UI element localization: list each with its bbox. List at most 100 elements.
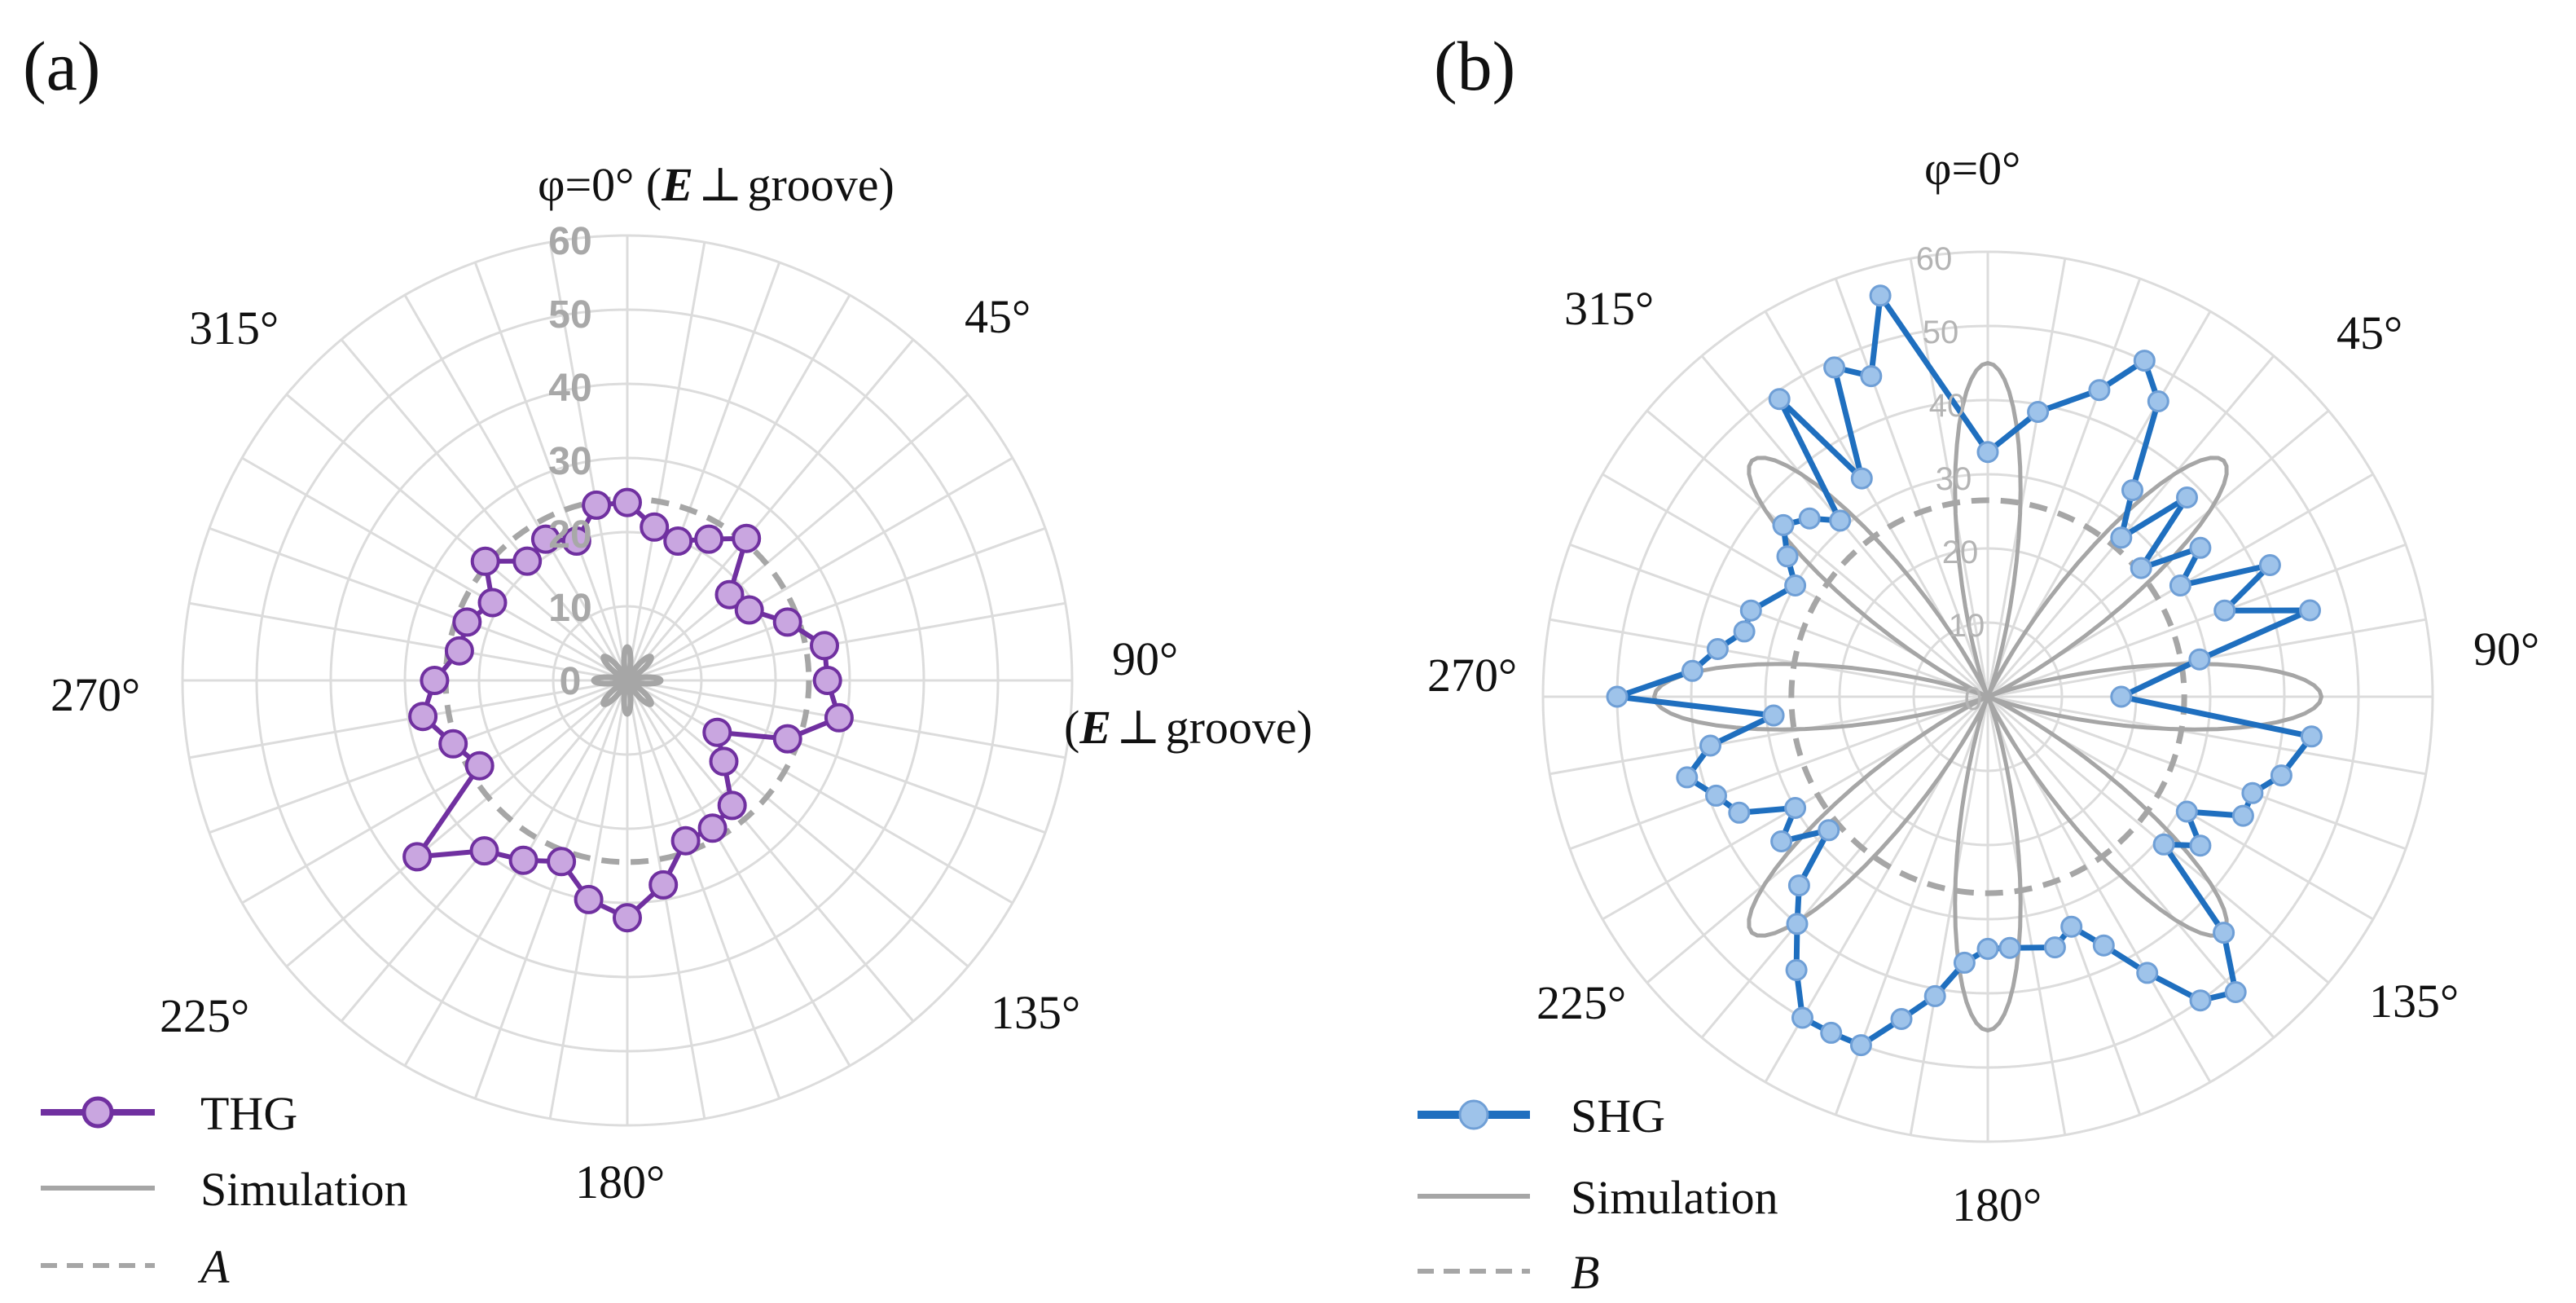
panel-b-rtick-20: 20: [1942, 535, 1979, 570]
panel-b-shg-point-3: [2133, 350, 2156, 372]
panel-a-rtick-0: 0: [560, 660, 582, 703]
panel-a-grid-spoke-210: [403, 680, 629, 1067]
panel-b-shg-point-46: [1676, 766, 1699, 789]
panel-a-rtick-20: 20: [548, 513, 591, 557]
panel-a-label: (a): [23, 27, 100, 105]
panel-b-shg-point-55: [1776, 545, 1799, 568]
panel-a-grid-spoke-110: [626, 679, 1046, 834]
panel-a-rtick-40: 40: [548, 367, 591, 410]
panel-a-grid-spoke-160: [626, 680, 781, 1099]
panel-a-thg-point-31: [470, 546, 500, 576]
panel-b-shg-point-29: [2043, 936, 2066, 959]
panel-b-shg-point-35: [1849, 1034, 1872, 1057]
panel-b-label: (b): [1434, 27, 1515, 105]
panel-a-grid-spoke-150: [626, 680, 851, 1067]
panel-b-rtick-60: 60: [1916, 241, 1953, 277]
panel-b-shg-point-6: [2110, 526, 2133, 549]
panel-a-grid-spoke-320: [340, 338, 629, 681]
panel-a-thg-point-17: [648, 869, 679, 900]
panel-a-thg-point-15: [697, 813, 728, 843]
panel-b-rtick-0: 0: [1964, 681, 1982, 717]
panel-b-shg-point-43: [1784, 797, 1807, 819]
panel-a-legend-thg-label: THG: [200, 1087, 297, 1140]
panel-a-grid-spoke-20: [626, 262, 781, 681]
panel-b-grid-spoke-50: [1987, 409, 2330, 698]
panel-a-thg-point-8: [810, 631, 839, 661]
panel-b-grid-spoke-160: [1986, 696, 2142, 1116]
panel-b-shg-point-54: [1784, 574, 1807, 596]
panel-b-rtick-30: 30: [1936, 461, 1972, 497]
panel-a-polar-grid: [181, 234, 1074, 1127]
panel-a-grid-spoke-260: [189, 679, 628, 759]
panel-b-grid-spoke-140: [1986, 696, 2275, 1039]
panel-a-grid-spoke-170: [626, 680, 706, 1119]
panel-a-grid-spoke-140: [626, 680, 915, 1023]
panel-b-shg-point-12: [2213, 599, 2236, 622]
panel-a-thg-point-20: [547, 847, 577, 877]
panel-a-thg-point-10: [824, 702, 854, 733]
panel-a-thg-point-16: [670, 825, 701, 856]
panel-a-radial-ticks: 0 10 20 30 40 50 60: [548, 220, 591, 703]
panel-a-thg-point-18: [613, 903, 642, 933]
panel-b-grid-spoke-350: [1909, 258, 1989, 698]
panel-a-grid-spoke-10: [626, 242, 706, 681]
panel-a-thg-point-22: [469, 836, 499, 866]
panel-a-thg-point-7: [772, 607, 802, 637]
panel-b-shg-point-36: [1820, 1021, 1843, 1044]
panel-b-shg-point-0: [1976, 441, 1999, 464]
panel-b-shg-point-44: [1728, 801, 1751, 824]
panel-b-grid-spoke-170: [1986, 696, 2067, 1135]
panel-b-angle-label-0: φ=0°: [1924, 142, 2020, 195]
panel-b-grid-spoke-220: [1700, 696, 1989, 1039]
panel-b-grid-spoke-290: [1569, 543, 1989, 698]
panel-b-shg-point-60: [1850, 467, 1873, 490]
panel-a-grid-spoke-120: [626, 679, 1013, 905]
panel-b-shg-point-34: [1890, 1008, 1913, 1030]
panel-a-angle-label-90-note: (E ⊥ groove): [1064, 701, 1312, 754]
panel-b: (b) 0 10 20 30 40 50 60 φ=0° 45° 90° 135…: [1418, 27, 2539, 1299]
panel-a-thg-point-5: [714, 579, 745, 610]
panel-b-shg-point-45: [1705, 784, 1727, 807]
panel-a-angle-label-270: 270°: [51, 668, 140, 721]
panel-b-shg-point-30: [1998, 936, 2021, 959]
panel-a-thg-point-35: [582, 490, 612, 520]
panel-b-shg-point-24: [2224, 981, 2247, 1003]
panel-a-thg-point-6: [734, 595, 764, 625]
panel-a-legend: THG Simulation A: [41, 1087, 408, 1293]
panel-a-angle-label-135: 135°: [991, 986, 1080, 1039]
panel-b-shg-point-42: [1770, 830, 1793, 852]
panel-b-shg-point-22: [2152, 833, 2175, 856]
panel-b-shg-point-8: [2130, 557, 2152, 579]
panel-b-grid-spoke-190: [1909, 696, 1989, 1135]
panel-a-grid-spoke-30: [626, 294, 851, 681]
panel-a-grid-spoke-80: [626, 601, 1066, 682]
panel-a-angle-label-180: 180°: [575, 1156, 665, 1208]
panel-b-rtick-40: 40: [1929, 388, 1966, 424]
panel-b-shg-point-11: [2258, 554, 2281, 576]
panel-b-shg-point-51: [1706, 638, 1729, 660]
panel-a-rtick-50: 50: [548, 293, 591, 337]
panel-a-thg-point-28: [444, 636, 474, 666]
panel-b-legend-simulation-label: Simulation: [1571, 1171, 1778, 1224]
panel-a-thg-point-4: [732, 523, 762, 553]
panel-b-shg-point-4: [2147, 390, 2169, 412]
panel-a-thg-point-33: [530, 524, 560, 554]
panel-a-thg-point-34: [561, 526, 591, 556]
panel-a-legend-simulation-label: Simulation: [200, 1163, 408, 1216]
panel-a-legend-a: A: [41, 1240, 230, 1293]
panel-b-reference-circle-b: [1788, 497, 2187, 896]
panel-a-thg-point-30: [477, 588, 508, 618]
panel-a-grid-spoke-130: [626, 679, 969, 968]
panel-a-thg-point-13: [709, 746, 739, 777]
panel-b-grid-spoke-280: [1550, 618, 1989, 698]
panel-b-legend: SHG Simulation B: [1418, 1090, 1778, 1299]
panel-b-shg-point-63: [1869, 284, 1892, 307]
panel-b-legend-shg: SHG: [1418, 1090, 1665, 1142]
panel-a-thg-point-19: [574, 884, 604, 914]
panel-a-thg-point-21: [508, 845, 538, 875]
panel-b-legend-shg-label: SHG: [1571, 1090, 1665, 1142]
panel-b-rtick-50: 50: [1923, 315, 1959, 350]
panel-a-angle-label-0: φ=0° (E ⊥ groove): [538, 158, 895, 211]
panel-b-legend-shg-marker: [1458, 1099, 1489, 1130]
panel-a-thg-point-25: [438, 729, 468, 759]
